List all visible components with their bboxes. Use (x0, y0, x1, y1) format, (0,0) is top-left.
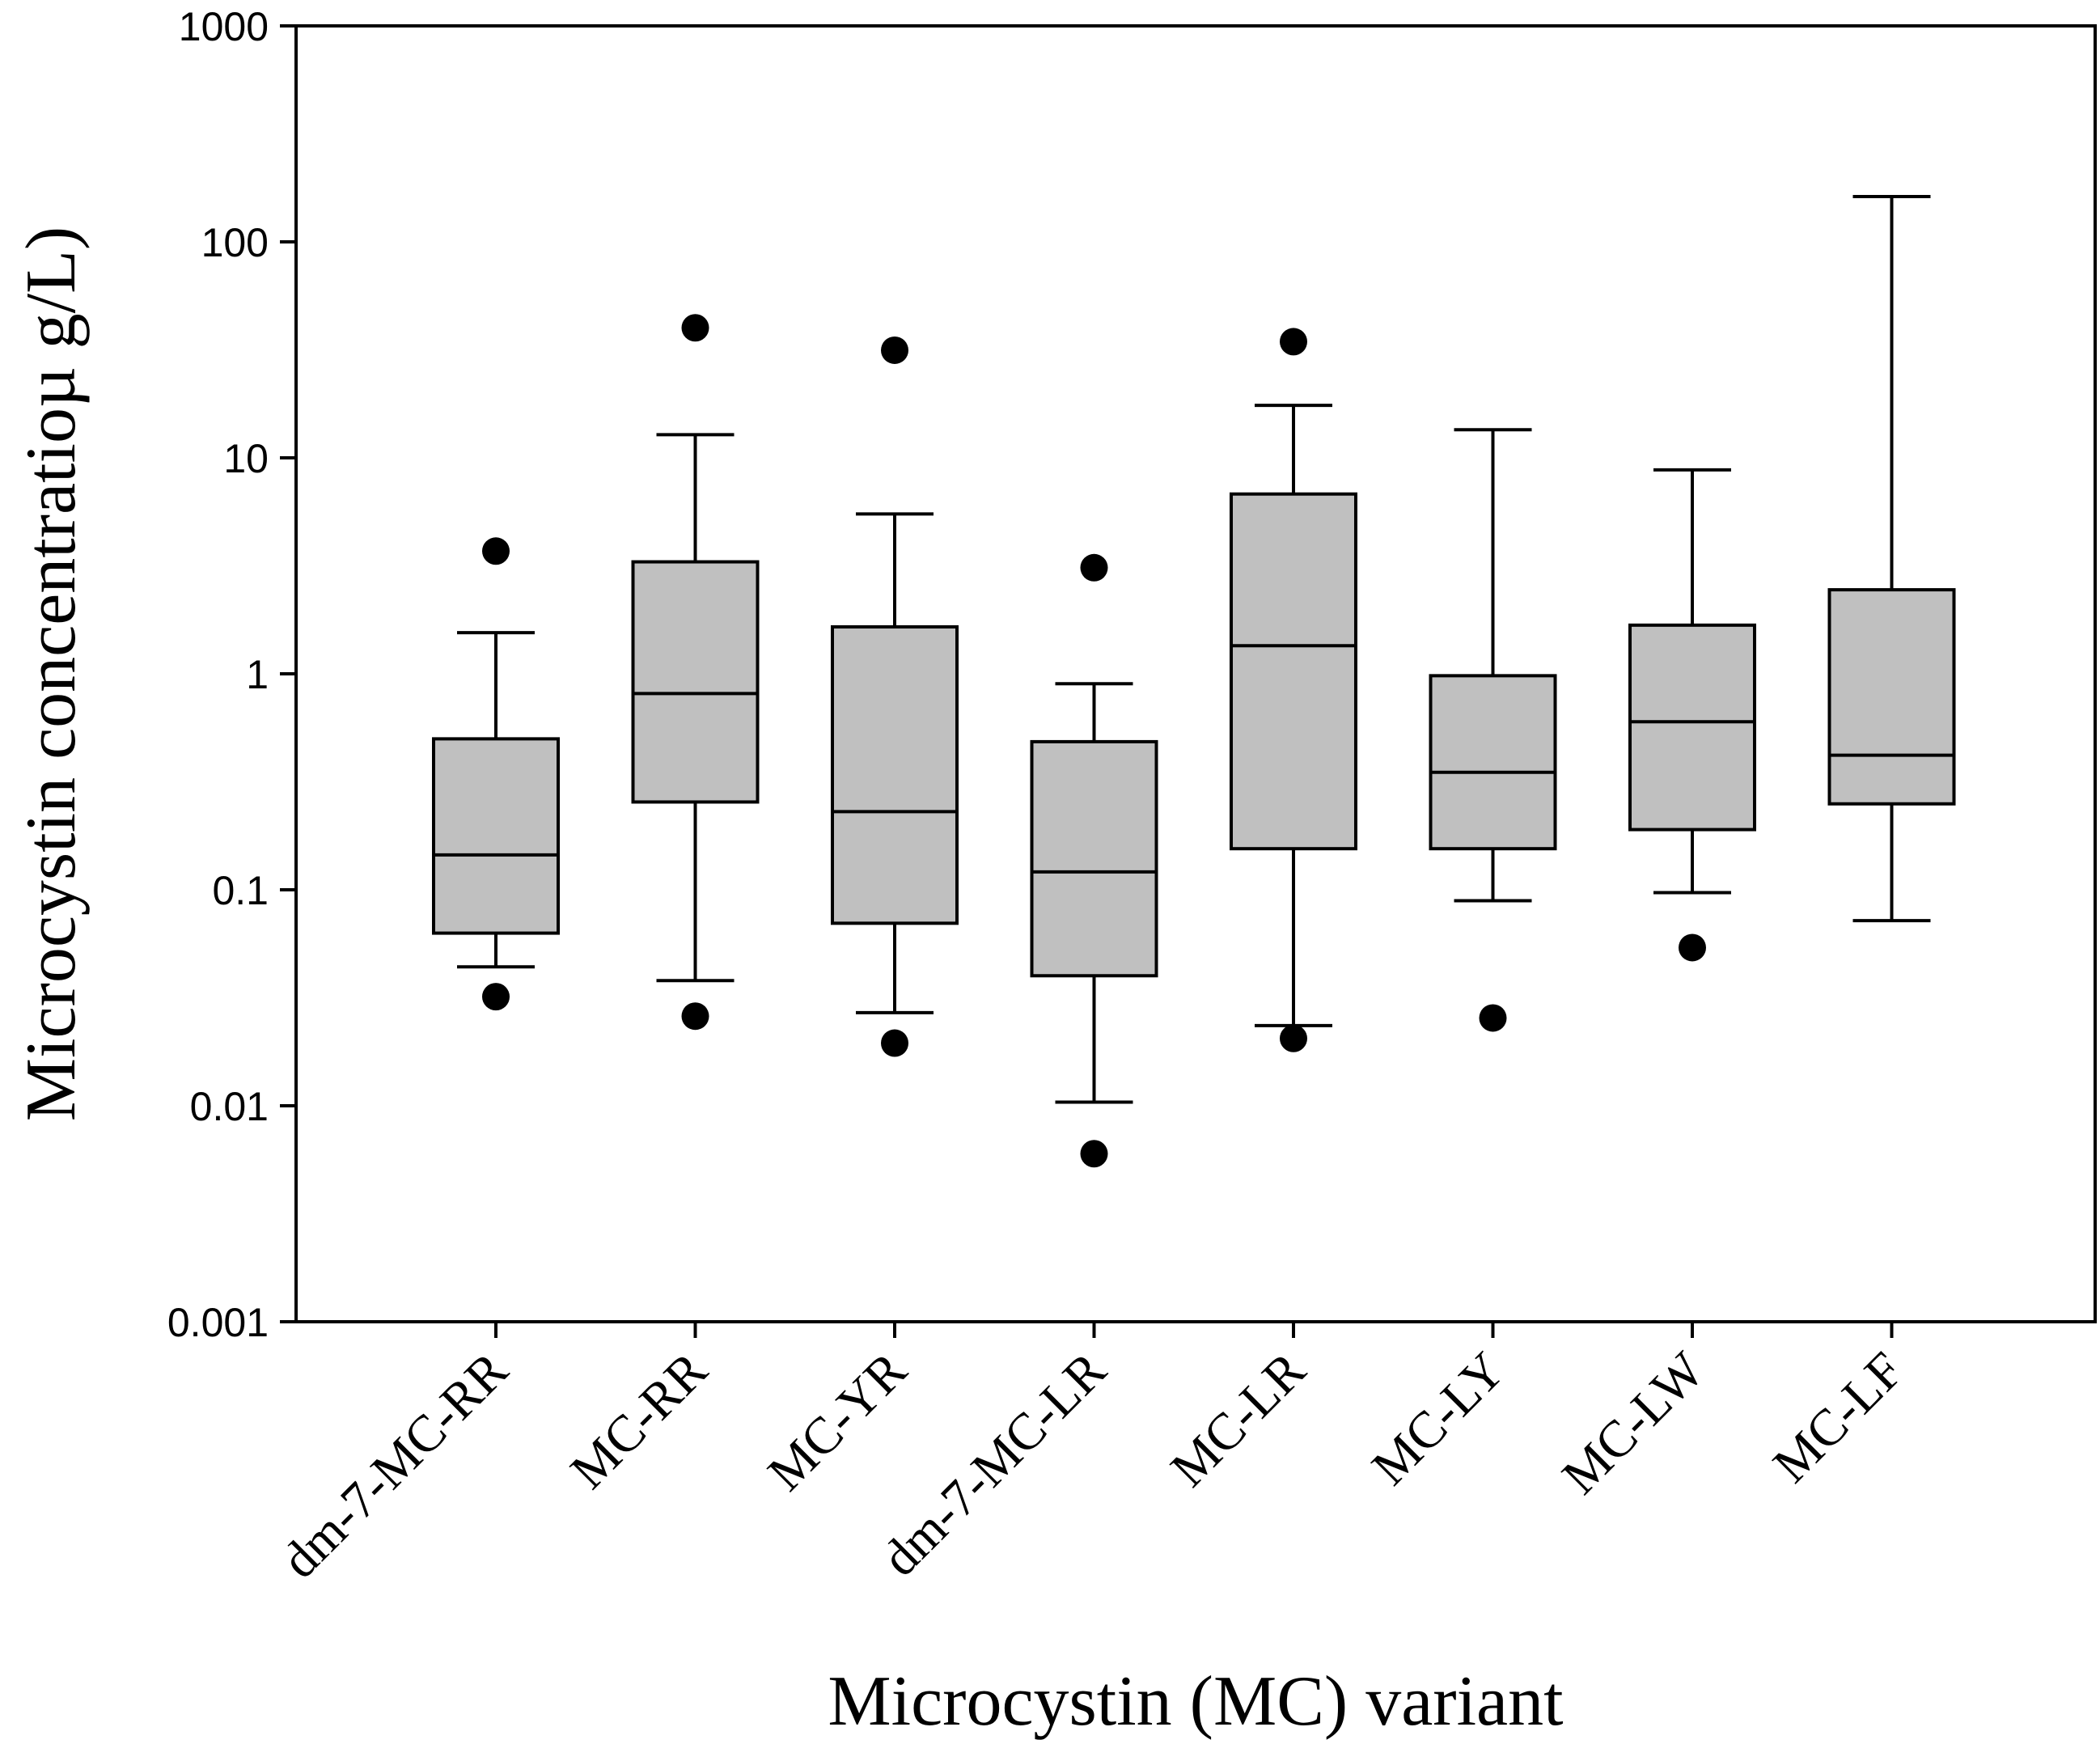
iqr-box-4 (1230, 492, 1357, 851)
y-tick-label-3: 1 (246, 652, 269, 697)
outlier-point-4-1 (1280, 328, 1307, 356)
iqr-box-2 (831, 624, 959, 925)
y-tick-label-0: 1000 (179, 4, 269, 49)
x-tick-label-1: MC-RR (559, 1340, 718, 1499)
box-group-6 (1628, 468, 1756, 962)
y-axis-title-part-2: g/L) (12, 226, 91, 367)
x-tick-label-2: MC-YR (756, 1340, 917, 1501)
y-axis-title-part-1: Microcystin concentratio (12, 408, 91, 1121)
x-tick-label-7: MC-LF (1762, 1341, 1915, 1494)
y-tick-label-5: 0.01 (190, 1084, 269, 1129)
iqr-box-0 (432, 737, 560, 935)
iqr-box-1 (631, 560, 760, 804)
outlier-point-1-1 (681, 314, 709, 342)
outlier-point-0-1 (482, 537, 510, 565)
box-series (432, 195, 1956, 1168)
outlier-point-4-0 (1280, 1024, 1307, 1052)
box-group-0 (432, 537, 560, 1011)
x-axis-title: Microcystin (MC) variant (828, 1662, 1563, 1741)
outlier-point-2-1 (881, 336, 908, 364)
outlier-point-2-0 (881, 1029, 908, 1057)
y-axis: 1000 100 10 1 0.1 0.01 0.001 (167, 4, 296, 1345)
y-tick-label-6: 0.001 (167, 1300, 269, 1345)
outlier-point-5-0 (1479, 1004, 1507, 1032)
outlier-point-3-0 (1080, 1140, 1108, 1168)
iqr-box-6 (1628, 623, 1756, 832)
y-tick-label-2: 10 (223, 436, 269, 481)
outlier-point-6-0 (1679, 933, 1706, 962)
x-tick-label-5: MC-LY (1361, 1341, 1515, 1496)
outlier-point-0-0 (482, 983, 510, 1011)
plot-frame (294, 24, 2097, 1323)
x-tick-label-4: MC-LR (1159, 1340, 1316, 1497)
box-group-2 (831, 336, 959, 1057)
y-tick-label-1: 100 (201, 220, 269, 265)
iqr-box-7 (1827, 588, 1956, 806)
outlier-point-1-0 (681, 1002, 709, 1031)
y-tick-label-4: 0.1 (212, 868, 269, 913)
iqr-box-3 (1030, 739, 1158, 978)
box-group-4 (1230, 328, 1357, 1052)
mu-symbol: µ (12, 366, 91, 408)
box-group-3 (1030, 553, 1158, 1168)
box-group-5 (1429, 428, 1557, 1032)
x-tick-label-6: MC-LW (1551, 1340, 1715, 1505)
y-axis-title: Microcystin concentratioµ g/L) (12, 226, 91, 1121)
box-group-7 (1827, 195, 1956, 923)
box-group-1 (631, 314, 760, 1031)
iqr-box-5 (1429, 674, 1557, 851)
x-tick-label-0: dm-7-MC-RR (270, 1340, 519, 1589)
outlier-point-3-1 (1080, 553, 1108, 582)
